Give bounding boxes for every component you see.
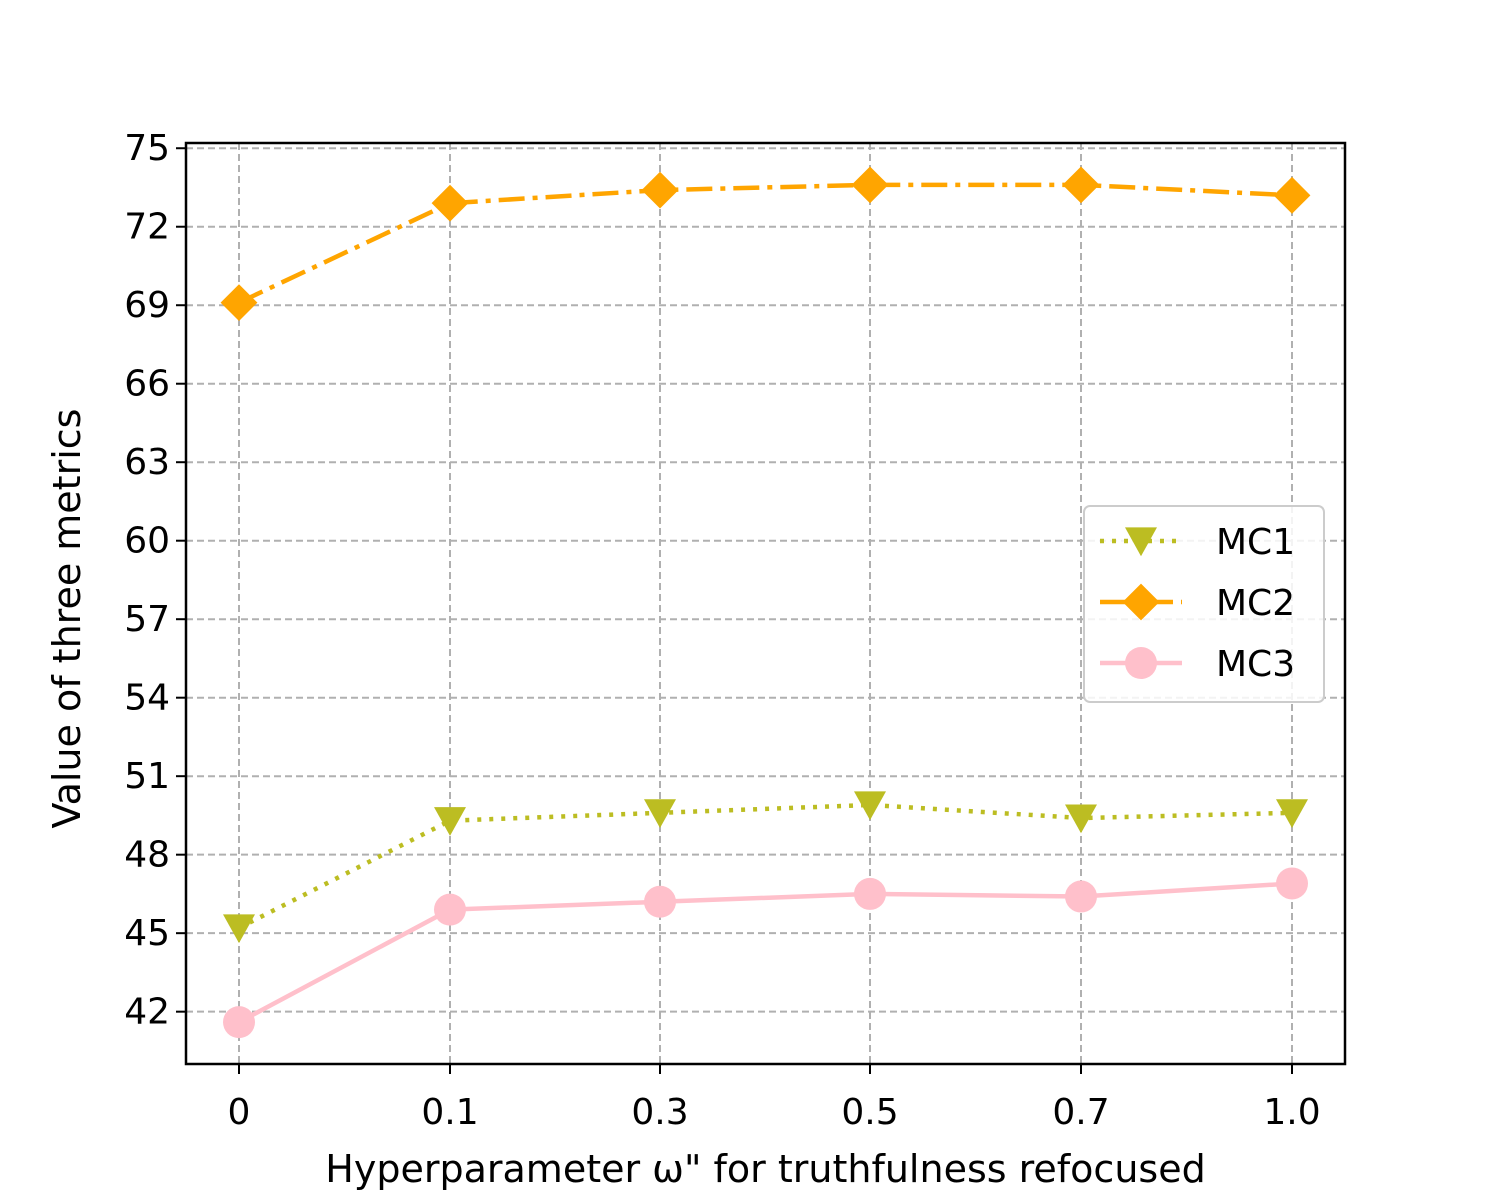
data-point-mc2 — [1062, 166, 1100, 204]
data-point-mc2 — [1273, 176, 1311, 214]
y-tick-label: 45 — [124, 913, 170, 954]
data-point-mc3 — [644, 885, 676, 918]
x-tick-label: 0 — [228, 1092, 251, 1133]
legend-marker-mc2 — [1122, 583, 1160, 621]
data-point-mc2 — [220, 284, 258, 322]
y-tick-label: 66 — [124, 364, 170, 405]
data-point-mc1 — [1276, 799, 1308, 829]
data-point-mc3 — [854, 877, 886, 910]
data-point-mc2 — [851, 166, 889, 204]
data-point-mc1 — [1065, 804, 1097, 834]
data-point-mc2 — [431, 184, 469, 222]
legend-label-mc3: MC3 — [1216, 644, 1295, 685]
y-tick-label: 51 — [124, 756, 170, 797]
series-mc1 — [223, 791, 1308, 944]
data-point-mc3 — [434, 893, 466, 926]
plot-frame — [184, 141, 1347, 1066]
x-tick-label: 0.5 — [841, 1092, 898, 1133]
legend-label-mc2: MC2 — [1216, 583, 1295, 624]
data-point-mc1 — [223, 914, 255, 944]
y-tick-label: 72 — [124, 207, 170, 248]
y-tick-label: 69 — [124, 285, 170, 326]
series-mc3 — [223, 867, 1308, 1039]
y-tick-label: 63 — [124, 442, 170, 483]
data-point-mc3 — [1276, 867, 1308, 900]
x-tick-label: 0.7 — [1052, 1092, 1109, 1133]
data-point-mc3 — [223, 1006, 255, 1039]
series-line-mc3 — [237, 881, 1293, 1025]
legend-marker-mc1 — [1125, 527, 1157, 557]
series-line-mc1 — [237, 802, 1293, 930]
data-point-mc1 — [854, 791, 886, 821]
data-point-mc3 — [1065, 880, 1097, 913]
legend-marker-mc3 — [1125, 647, 1157, 679]
y-tick-label: 54 — [124, 678, 170, 719]
x-axis-label: Hyperparameter ω" for truthfulness refoc… — [325, 1147, 1205, 1191]
y-tick-label: 60 — [124, 521, 170, 562]
y-tick-label: 42 — [124, 992, 170, 1033]
x-tick-label: 0.3 — [631, 1092, 688, 1133]
legend: MC1 MC2 MC3 — [1083, 505, 1325, 703]
data-point-mc2 — [641, 171, 679, 209]
y-tick-label: 57 — [124, 599, 170, 640]
x-tick-label: 1.0 — [1263, 1092, 1320, 1133]
y-tick-label: 75 — [124, 128, 170, 169]
y-tick-label: 48 — [124, 835, 170, 876]
data-point-mc1 — [434, 807, 466, 836]
legend-label-mc1: MC1 — [1216, 522, 1295, 563]
series-line-mc2 — [238, 182, 1293, 305]
series-mc2 — [220, 166, 1311, 322]
data-point-mc1 — [644, 799, 676, 829]
y-axis-ticks: 42 45 48 51 54 57 60 63 66 69 72 75 — [124, 128, 186, 1033]
series-layer — [220, 166, 1311, 1039]
x-tick-label: 0.1 — [421, 1092, 478, 1133]
x-axis-ticks: 0 0.1 0.3 0.5 0.7 1.0 — [228, 1064, 1321, 1133]
y-axis-label: Value of three metrics — [45, 409, 89, 829]
